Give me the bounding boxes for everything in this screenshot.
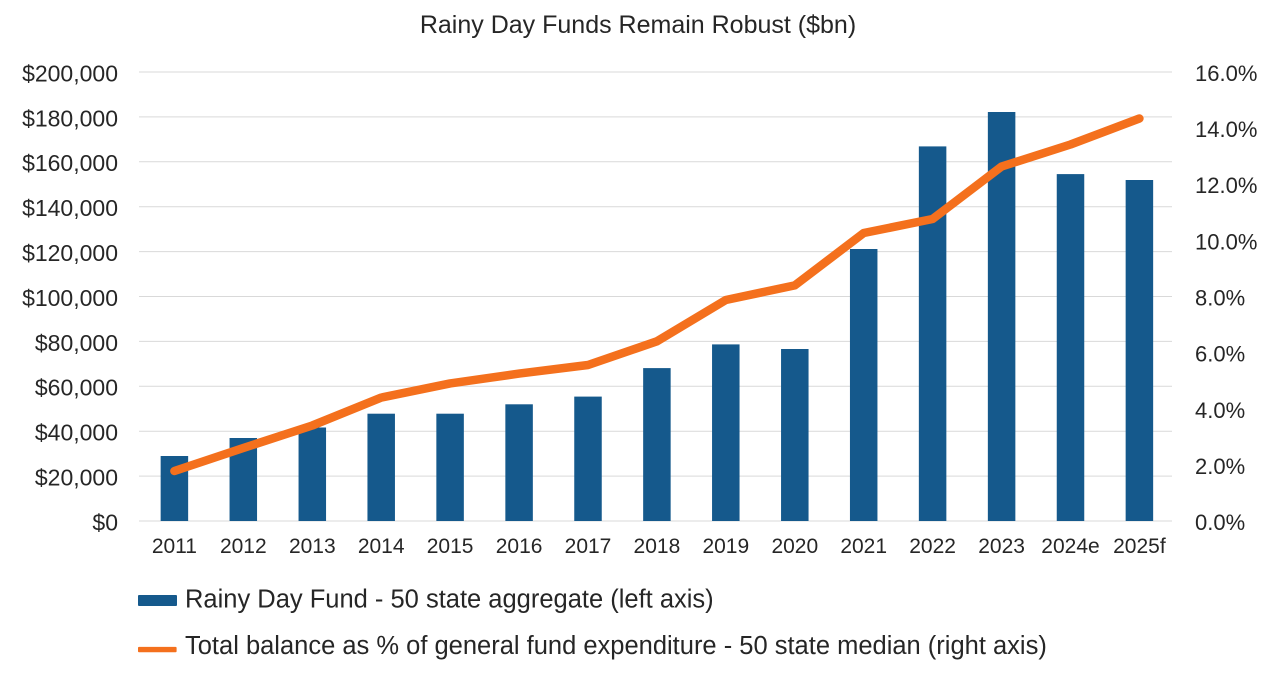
- svg-text:$120,000: $120,000: [22, 240, 118, 266]
- svg-text:8.0%: 8.0%: [1195, 286, 1245, 311]
- svg-text:$160,000: $160,000: [22, 150, 118, 176]
- svg-text:16.0%: 16.0%: [1195, 61, 1257, 86]
- svg-text:2011: 2011: [152, 535, 197, 558]
- svg-text:10.0%: 10.0%: [1195, 229, 1257, 254]
- svg-text:4.0%: 4.0%: [1195, 398, 1245, 423]
- svg-text:14.0%: 14.0%: [1195, 117, 1257, 142]
- svg-text:$200,000: $200,000: [22, 60, 118, 86]
- svg-text:6.0%: 6.0%: [1195, 342, 1245, 367]
- svg-text:2013: 2013: [289, 535, 336, 558]
- svg-text:2014: 2014: [358, 535, 405, 558]
- svg-text:$180,000: $180,000: [22, 105, 118, 131]
- svg-text:$140,000: $140,000: [22, 195, 118, 221]
- svg-text:0.0%: 0.0%: [1195, 510, 1245, 535]
- svg-text:Rainy Day Funds Remain Robust: Rainy Day Funds Remain Robust ($bn): [420, 11, 856, 39]
- svg-text:2024e: 2024e: [1041, 535, 1099, 558]
- svg-text:$0: $0: [92, 509, 118, 535]
- svg-text:2017: 2017: [565, 535, 612, 558]
- svg-text:Rainy Day Fund - 50 state aggr: Rainy Day Fund - 50 state aggregate (lef…: [185, 586, 714, 614]
- svg-text:$40,000: $40,000: [35, 420, 118, 446]
- svg-text:$100,000: $100,000: [22, 285, 118, 311]
- svg-text:2016: 2016: [496, 535, 543, 558]
- svg-text:$80,000: $80,000: [35, 330, 118, 356]
- svg-text:12.0%: 12.0%: [1195, 173, 1257, 198]
- svg-text:2022: 2022: [909, 535, 956, 558]
- svg-text:$60,000: $60,000: [35, 375, 118, 401]
- svg-text:Total balance as % of general: Total balance as % of general fund expen…: [185, 632, 1047, 660]
- svg-text:2015: 2015: [427, 535, 474, 558]
- svg-text:2021: 2021: [840, 535, 887, 558]
- svg-text:2023: 2023: [978, 535, 1025, 558]
- svg-text:2025f: 2025f: [1113, 535, 1166, 558]
- svg-text:2018: 2018: [634, 535, 681, 558]
- svg-text:$20,000: $20,000: [35, 465, 118, 491]
- svg-text:2019: 2019: [702, 535, 749, 558]
- svg-text:2020: 2020: [771, 535, 818, 558]
- svg-text:2.0%: 2.0%: [1195, 454, 1245, 479]
- svg-text:2012: 2012: [220, 535, 267, 558]
